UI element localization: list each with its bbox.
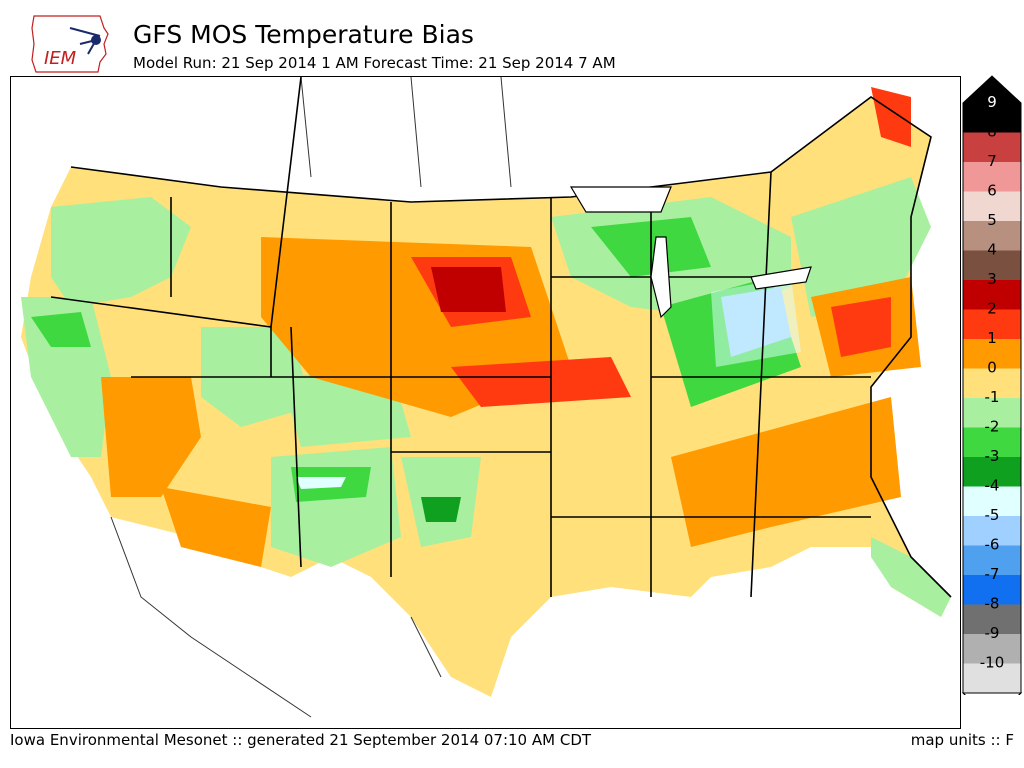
oklahoma-dark-green [421,497,461,522]
legend-label: 7 [987,152,997,170]
legend-label: 6 [987,182,997,200]
legend-label: -4 [985,477,1000,495]
kansas-red [451,357,631,407]
legend-swatch [963,368,1021,398]
legend-swatch [963,604,1021,634]
iem-logo: IEM [31,15,109,73]
legend-label: -7 [985,565,1000,583]
legend-swatch [963,398,1021,428]
legend-label: -5 [985,506,1000,524]
legend-label: 9 [987,93,997,111]
lake-michigan [650,236,672,319]
west-coast-green [21,297,111,457]
florida-green [871,537,951,617]
legend-swatch [963,516,1021,546]
legend-label: 2 [987,300,997,318]
legend-swatch [963,575,1021,605]
legend-label: -1 [985,388,1000,406]
legend-swatch [963,191,1021,221]
legend-label: 3 [987,270,997,288]
legend-swatch [963,250,1021,280]
legend-top-arrow [963,76,1021,103]
lake-erie [750,266,812,290]
legend-label: -10 [980,654,1005,672]
map-units: map units :: F [910,731,1014,749]
ohio-valley-lightblue [711,277,801,367]
page-title: GFS MOS Temperature Bias [133,20,474,49]
legend-label: -9 [985,624,1000,642]
page-subtitle: Model Run: 21 Sep 2014 1 AM Forecast Tim… [133,54,616,72]
legend-swatch [963,309,1021,339]
legend-swatch [963,162,1021,192]
legend-label: -8 [985,595,1000,613]
arizona-orange [161,487,271,567]
california-dark-green [31,312,91,347]
legend-label: -3 [985,447,1000,465]
southwest-orange [101,377,201,497]
legend-label: 4 [987,241,997,259]
legend-swatch [963,427,1021,457]
legend-label: -2 [985,418,1000,436]
footer-credit: Iowa Environmental Mesonet :: generated … [10,731,592,749]
legend-label: 1 [987,329,997,347]
legend-swatch [963,634,1021,664]
legend-swatch [963,103,1021,133]
legend-bottom-arrow [962,692,1023,695]
legend-label: 5 [987,211,997,229]
legend-border [962,75,1022,695]
legend-swatch [963,457,1021,487]
pacific-northwest-green [51,197,191,307]
nm-light-blue [296,477,346,489]
legend-swatch [963,339,1021,369]
legend-swatch [963,280,1021,310]
maine-red [871,87,911,147]
legend-label: 8 [987,123,997,141]
temperature-bias-map [10,76,961,729]
logo-text: IEM [44,48,77,69]
legend-swatch [963,221,1021,251]
legend-swatch [963,663,1021,693]
legend-swatch [963,545,1021,575]
lake-superior [569,186,672,213]
legend-swatch [963,132,1021,162]
southeast-orange [671,397,901,547]
legend-swatch [963,486,1021,516]
legend-label: -6 [985,536,1000,554]
legend-label: 0 [987,359,997,377]
color-legend: 9 8 7 6 5 4 3 2 1 0 -1 -2 -3 -4 -5 -6 -7 -8 -9 -10 [962,75,1023,695]
virginia-red [831,297,891,357]
dakota-dark-red [431,267,506,312]
